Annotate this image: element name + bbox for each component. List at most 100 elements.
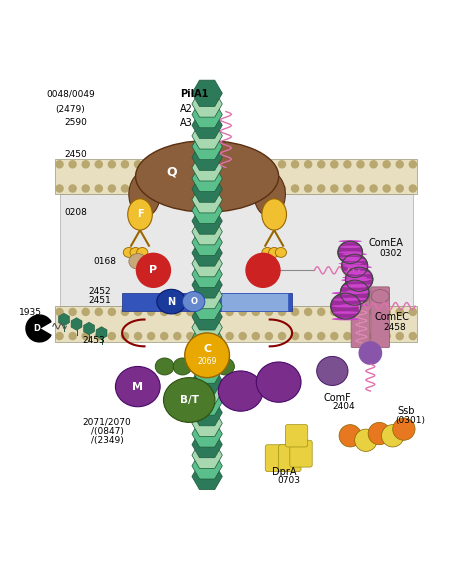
Ellipse shape bbox=[341, 279, 368, 282]
Ellipse shape bbox=[137, 248, 148, 257]
Circle shape bbox=[82, 333, 89, 339]
Circle shape bbox=[200, 185, 207, 192]
Ellipse shape bbox=[269, 248, 280, 257]
Circle shape bbox=[82, 185, 89, 192]
Circle shape bbox=[226, 309, 233, 315]
Text: ComF: ComF bbox=[324, 393, 351, 403]
Circle shape bbox=[69, 161, 76, 168]
Circle shape bbox=[213, 185, 220, 192]
Text: A3: A3 bbox=[180, 118, 193, 128]
Circle shape bbox=[122, 333, 129, 339]
Circle shape bbox=[410, 333, 416, 339]
Ellipse shape bbox=[338, 245, 362, 248]
Ellipse shape bbox=[332, 298, 360, 301]
Ellipse shape bbox=[332, 305, 360, 307]
Ellipse shape bbox=[338, 242, 363, 263]
Ellipse shape bbox=[183, 292, 205, 312]
Circle shape bbox=[135, 333, 142, 339]
Text: 2458: 2458 bbox=[384, 323, 406, 332]
Ellipse shape bbox=[173, 358, 192, 375]
Circle shape bbox=[318, 161, 325, 168]
Ellipse shape bbox=[341, 285, 368, 288]
Circle shape bbox=[95, 309, 102, 315]
Circle shape bbox=[161, 185, 168, 192]
Circle shape bbox=[370, 309, 377, 315]
FancyBboxPatch shape bbox=[220, 293, 288, 311]
Circle shape bbox=[82, 309, 89, 315]
Circle shape bbox=[410, 161, 416, 168]
Circle shape bbox=[239, 333, 246, 339]
Circle shape bbox=[200, 309, 207, 315]
Ellipse shape bbox=[123, 248, 135, 257]
FancyBboxPatch shape bbox=[122, 293, 292, 311]
Ellipse shape bbox=[342, 254, 368, 278]
Circle shape bbox=[370, 161, 377, 168]
Text: ComEA: ComEA bbox=[368, 239, 403, 248]
Circle shape bbox=[292, 185, 299, 192]
Ellipse shape bbox=[355, 429, 377, 452]
Circle shape bbox=[135, 309, 142, 315]
Ellipse shape bbox=[254, 172, 285, 217]
Ellipse shape bbox=[116, 367, 160, 406]
Circle shape bbox=[383, 185, 390, 192]
Circle shape bbox=[187, 309, 194, 315]
Ellipse shape bbox=[332, 318, 360, 320]
Ellipse shape bbox=[342, 259, 367, 261]
Ellipse shape bbox=[342, 270, 367, 273]
Circle shape bbox=[239, 185, 246, 192]
FancyBboxPatch shape bbox=[285, 425, 308, 447]
Ellipse shape bbox=[130, 248, 141, 257]
Circle shape bbox=[122, 309, 129, 315]
Circle shape bbox=[279, 161, 285, 168]
FancyBboxPatch shape bbox=[290, 440, 312, 467]
Circle shape bbox=[95, 333, 102, 339]
Text: 2451: 2451 bbox=[89, 296, 111, 305]
Text: P: P bbox=[149, 265, 158, 275]
Circle shape bbox=[305, 333, 312, 339]
Ellipse shape bbox=[339, 425, 361, 447]
Circle shape bbox=[161, 333, 168, 339]
Circle shape bbox=[213, 309, 220, 315]
Ellipse shape bbox=[346, 272, 372, 274]
FancyBboxPatch shape bbox=[199, 315, 215, 342]
Ellipse shape bbox=[216, 358, 234, 375]
Text: A2: A2 bbox=[180, 104, 193, 114]
FancyBboxPatch shape bbox=[55, 159, 417, 194]
Text: N: N bbox=[167, 297, 176, 307]
Circle shape bbox=[252, 185, 259, 192]
Circle shape bbox=[226, 161, 233, 168]
Circle shape bbox=[56, 333, 63, 339]
FancyBboxPatch shape bbox=[351, 287, 370, 348]
Circle shape bbox=[357, 309, 364, 315]
Circle shape bbox=[266, 161, 272, 168]
Circle shape bbox=[161, 309, 168, 315]
Text: 2404: 2404 bbox=[333, 402, 355, 411]
Ellipse shape bbox=[346, 266, 372, 269]
Circle shape bbox=[252, 333, 259, 339]
Ellipse shape bbox=[338, 251, 362, 253]
FancyBboxPatch shape bbox=[59, 194, 413, 306]
Ellipse shape bbox=[163, 378, 215, 422]
Circle shape bbox=[383, 309, 390, 315]
Circle shape bbox=[359, 342, 382, 364]
Ellipse shape bbox=[342, 265, 367, 267]
Ellipse shape bbox=[346, 284, 372, 287]
Circle shape bbox=[95, 185, 102, 192]
Ellipse shape bbox=[275, 248, 287, 257]
Text: ComEC: ComEC bbox=[375, 312, 410, 322]
Circle shape bbox=[122, 185, 129, 192]
Ellipse shape bbox=[346, 267, 373, 291]
Circle shape bbox=[383, 333, 390, 339]
Circle shape bbox=[69, 185, 76, 192]
Circle shape bbox=[357, 185, 364, 192]
Circle shape bbox=[108, 161, 115, 168]
Circle shape bbox=[318, 309, 325, 315]
Ellipse shape bbox=[340, 280, 369, 305]
Ellipse shape bbox=[338, 257, 362, 259]
FancyBboxPatch shape bbox=[279, 445, 301, 472]
Ellipse shape bbox=[135, 141, 279, 212]
Circle shape bbox=[135, 185, 142, 192]
Circle shape bbox=[108, 309, 115, 315]
Ellipse shape bbox=[317, 356, 348, 386]
Circle shape bbox=[226, 333, 233, 339]
